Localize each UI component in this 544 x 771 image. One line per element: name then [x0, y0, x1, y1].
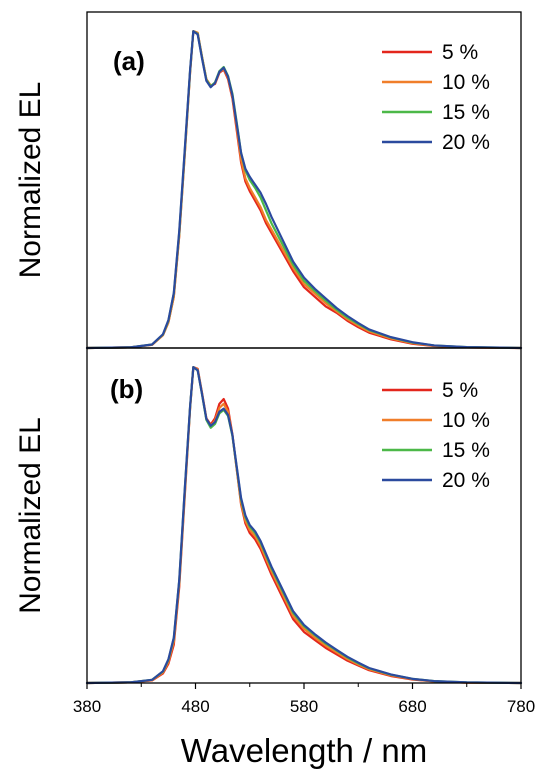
y-axis-label: Normalized EL [14, 82, 47, 279]
legend-label: 20 % [442, 469, 490, 492]
x-tick-label: 680 [398, 697, 426, 716]
legend-label: 5 % [442, 379, 478, 402]
panel-label: (b) [110, 374, 143, 404]
panels: (a) 5 % 10 % 15 % 20 % Normalized EL (b) 5 % 10 … [14, 11, 535, 769]
legend-label: 5 % [442, 41, 478, 64]
legend-label: 20 % [442, 131, 490, 154]
panel-label: (a) [113, 46, 145, 76]
legend-label: 10 % [442, 71, 490, 94]
y-axis-label: Normalized EL [14, 417, 47, 614]
x-tick-label: 780 [507, 697, 535, 716]
series-line-20-pct [85, 366, 523, 685]
x-tick-label: 380 [73, 697, 101, 716]
legend-label: 15 % [442, 101, 490, 124]
x-tick-label: 480 [181, 697, 209, 716]
x-tick-label: 580 [290, 697, 318, 716]
chart-panel-a: (a) 5 % 10 % 15 % 20 % Normalized EL [14, 11, 523, 350]
chart-panel-b: (b) 5 % 10 % 15 % 20 % Normalized EL 380 480 580… [14, 347, 535, 769]
series-line-20-pct [85, 30, 523, 350]
x-axis-label: Wavelength / nm [181, 732, 427, 769]
legend-label: 15 % [442, 439, 490, 462]
legend-label: 10 % [442, 409, 490, 432]
